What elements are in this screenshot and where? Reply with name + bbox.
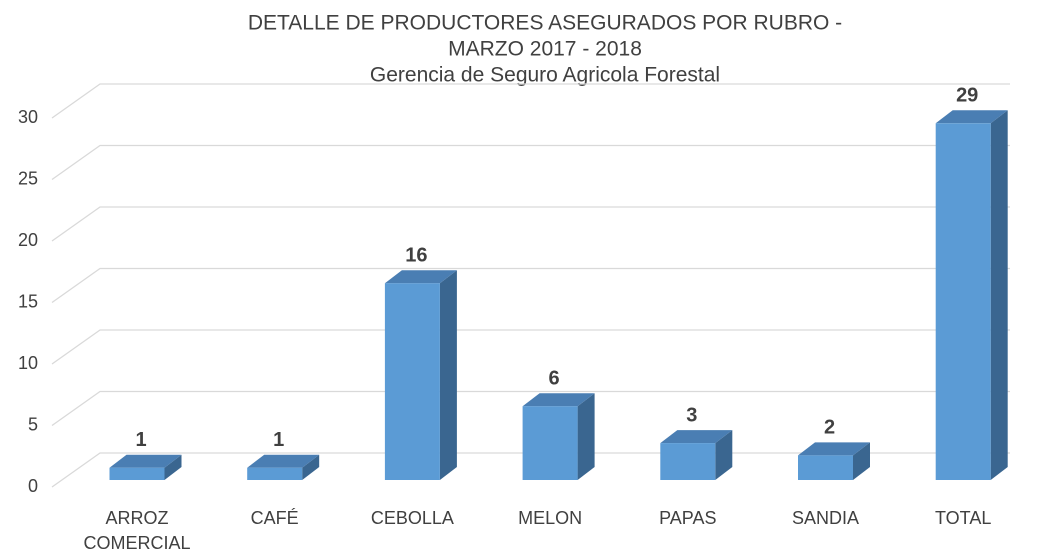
x-tick-label: SANDIA [791, 508, 860, 528]
bar-top [247, 454, 320, 468]
data-label: 3 [686, 404, 697, 426]
bar-top [522, 393, 595, 407]
grid-line [51, 83, 1010, 119]
bar-front [384, 283, 440, 480]
grid-line [51, 206, 1010, 242]
bar [384, 270, 457, 480]
bar-top [798, 442, 870, 456]
y-tick-label: 15 [18, 291, 38, 311]
x-tick-label: MELON [518, 508, 583, 528]
x-tick-label: CAFÉ [250, 508, 299, 528]
x-tick-label: TOTAL [935, 508, 992, 528]
y-tick-label: 20 [18, 230, 38, 250]
bar [247, 454, 320, 480]
bar [660, 430, 733, 480]
x-tick-label: ARROZ COMERCIAL [83, 508, 191, 553]
y-tick-label: 5 [28, 414, 38, 434]
bar-side [302, 454, 320, 480]
bar-side [990, 110, 1008, 481]
bar [798, 442, 870, 480]
grid-line [51, 144, 1010, 181]
bar-front [660, 443, 716, 480]
data-label: 16 [405, 244, 427, 266]
bar-front [935, 123, 991, 481]
bar-side [439, 270, 457, 480]
grid-line [51, 329, 1010, 365]
bar-front [247, 467, 303, 480]
y-tick-label: 25 [18, 168, 38, 188]
data-label: 2 [824, 417, 835, 439]
bar-front [109, 467, 165, 480]
bar-front [522, 406, 578, 480]
data-label: 1 [273, 429, 284, 451]
chart-title: MARZO 2017 - 2018 [448, 38, 642, 61]
bar-top [935, 110, 1008, 124]
bar-side [164, 454, 182, 480]
bar-top [660, 430, 733, 444]
chart-subtitle: Gerencia de Seguro Agricola Forestal [370, 64, 720, 87]
y-tick-label: 0 [28, 476, 38, 496]
data-label: 29 [956, 85, 978, 107]
data-label: 6 [549, 367, 560, 389]
bar-top [384, 270, 457, 284]
bar-side [577, 393, 595, 480]
bar [935, 110, 1008, 481]
grid-line [51, 267, 1010, 304]
x-tick-label: PAPAS [659, 508, 717, 528]
bar-top [109, 454, 182, 468]
x-tick-label: CEBOLLA [370, 508, 454, 528]
data-label: 1 [135, 429, 146, 451]
bar [109, 454, 182, 480]
bar-side [853, 442, 870, 480]
bar [522, 393, 595, 480]
grid [51, 83, 1010, 488]
y-tick-label: 30 [18, 107, 38, 127]
y-tick-label: 10 [18, 353, 38, 373]
grid-line [51, 390, 1010, 427]
chart-title: DETALLE DE PRODUCTORES ASEGURADOS POR RU… [248, 12, 842, 35]
bar-front [798, 455, 853, 480]
bar-side [715, 430, 733, 480]
